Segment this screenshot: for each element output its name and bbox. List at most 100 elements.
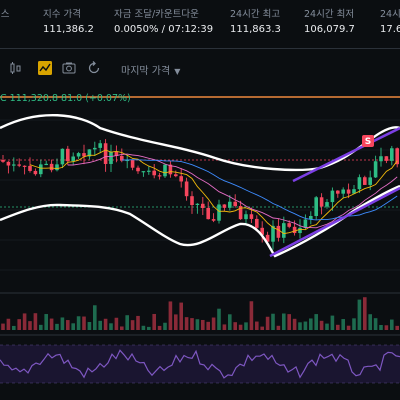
volume-bar bbox=[228, 314, 232, 330]
candle bbox=[60, 148, 65, 169]
volume-bar bbox=[341, 319, 345, 330]
volume-bar bbox=[222, 324, 227, 330]
indicator-icon[interactable] bbox=[38, 61, 52, 75]
candle bbox=[238, 200, 243, 220]
candle bbox=[341, 187, 345, 199]
volume-bar bbox=[368, 314, 372, 330]
candle bbox=[87, 149, 92, 160]
stat-24h-low: 24시간 최저 106,079.7 bbox=[304, 8, 355, 38]
candle bbox=[76, 151, 81, 159]
volume-bar bbox=[303, 321, 308, 330]
candle bbox=[55, 158, 59, 172]
candle bbox=[211, 213, 216, 223]
volume-bar bbox=[206, 321, 210, 330]
volume-bar bbox=[201, 319, 205, 330]
volume-bar bbox=[363, 297, 367, 330]
price-type-label: 마지막 가격 bbox=[121, 66, 171, 77]
candle bbox=[179, 167, 183, 188]
candle bbox=[82, 144, 86, 165]
volume-bar bbox=[141, 325, 146, 330]
volume-bar bbox=[244, 322, 248, 330]
candle bbox=[12, 157, 16, 172]
volume-bar bbox=[114, 317, 119, 330]
candle bbox=[303, 214, 308, 230]
candle bbox=[17, 158, 21, 168]
candle bbox=[282, 216, 286, 244]
stat-partial-left: 이스 7 bbox=[0, 8, 9, 38]
volume-bar bbox=[44, 314, 48, 330]
volume-bar bbox=[319, 320, 324, 330]
volume-bar bbox=[271, 313, 275, 330]
stat-label: 이스 bbox=[0, 9, 10, 20]
candle bbox=[163, 164, 167, 178]
volume-bar bbox=[276, 325, 281, 330]
stat-funding-countdown[interactable]: 자금 조달/카운트다운 0.0050% / 07:12:39 bbox=[114, 8, 213, 38]
volume-bar bbox=[195, 319, 200, 330]
volume-bar bbox=[125, 315, 129, 330]
moving-average-line bbox=[29, 149, 398, 235]
candle bbox=[152, 164, 156, 179]
volume-bar bbox=[1, 323, 5, 330]
channel-lower-line bbox=[269, 186, 400, 258]
candle bbox=[373, 155, 378, 178]
refresh-icon[interactable] bbox=[87, 61, 101, 75]
candle bbox=[136, 165, 140, 174]
screenshot-icon[interactable] bbox=[62, 61, 76, 75]
volume-bar bbox=[287, 314, 291, 330]
candle bbox=[93, 141, 97, 157]
candle bbox=[201, 197, 205, 216]
volume-bar bbox=[17, 319, 21, 330]
volume-bar bbox=[265, 316, 270, 330]
candle bbox=[379, 147, 383, 167]
price-chart[interactable]: S bbox=[0, 86, 400, 400]
volume-bar bbox=[33, 313, 38, 330]
volume-bar bbox=[12, 325, 16, 330]
candle bbox=[206, 201, 210, 220]
candle-icon[interactable] bbox=[8, 61, 22, 75]
price-type-selector[interactable]: 마지막 가격 ▼ bbox=[121, 62, 180, 77]
volume-bar bbox=[352, 318, 356, 330]
signal-marker[interactable]: S bbox=[362, 135, 374, 147]
chart-toolbar bbox=[0, 53, 400, 83]
candle bbox=[71, 152, 75, 166]
candle bbox=[130, 159, 135, 171]
candle bbox=[141, 171, 146, 177]
candle bbox=[98, 140, 102, 154]
candle bbox=[109, 144, 113, 173]
drawing-tools-icon[interactable] bbox=[0, 61, 8, 75]
volume-bar bbox=[292, 318, 297, 330]
candle bbox=[309, 211, 313, 225]
volume-bar bbox=[190, 318, 194, 330]
candle bbox=[390, 145, 394, 166]
volume-bar bbox=[28, 321, 32, 330]
candle bbox=[336, 190, 340, 198]
candle bbox=[114, 145, 119, 163]
candle bbox=[6, 161, 11, 174]
candle bbox=[222, 204, 227, 212]
candle bbox=[1, 154, 5, 163]
signal-marker-label: S bbox=[365, 137, 371, 147]
volume-bar bbox=[330, 315, 335, 330]
candle bbox=[233, 194, 237, 208]
candle bbox=[319, 193, 324, 215]
candle bbox=[125, 155, 129, 169]
volume-bar bbox=[147, 326, 151, 330]
candle bbox=[325, 198, 329, 209]
volume-bar bbox=[346, 325, 351, 330]
candle bbox=[395, 147, 399, 168]
stat-label: 지수 가격 bbox=[43, 9, 81, 20]
candle bbox=[174, 170, 178, 178]
candle bbox=[346, 183, 351, 199]
candle bbox=[168, 160, 173, 178]
volume-bar bbox=[255, 321, 259, 330]
candle bbox=[330, 187, 335, 211]
volume-bar bbox=[152, 313, 156, 330]
volume-bar bbox=[384, 325, 389, 330]
candle bbox=[244, 210, 248, 224]
stat-label: 24시 bbox=[380, 9, 400, 20]
volume-bar bbox=[130, 320, 135, 330]
volume-bar bbox=[22, 313, 27, 330]
candle bbox=[255, 215, 259, 230]
candle bbox=[363, 175, 367, 185]
rsi-line bbox=[0, 349, 400, 379]
